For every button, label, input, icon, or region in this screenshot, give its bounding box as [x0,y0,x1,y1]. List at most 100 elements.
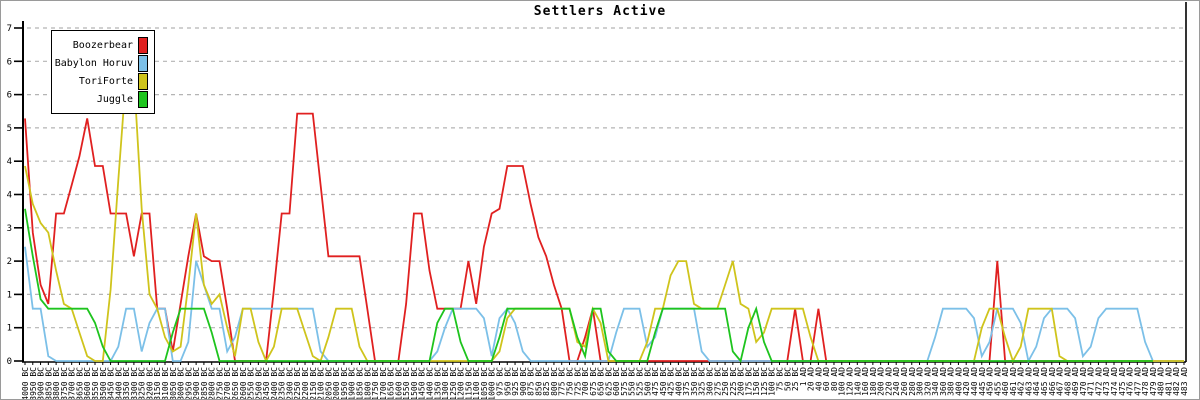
x-axis-label: 3500 BC [99,367,108,399]
x-axis-label: 2700 BC [223,367,232,399]
x-axis-label: 3850 BC [44,367,53,399]
x-axis-label: 480 AD [1157,367,1166,396]
y-axis-label: 7 [7,24,12,34]
y-axis-label: 1 [7,324,12,334]
x-axis-label: 2900 BC [192,367,201,399]
x-axis-label: 175 BC [744,367,753,396]
x-axis-label: 3300 BC [130,367,139,399]
x-axis-label: 825 BC [542,367,551,396]
x-axis-label: 80 AD [830,367,839,391]
x-axis-label: 450 AD [986,367,995,396]
legend-item: ToriForte [56,72,148,90]
x-axis-label: 775 BC [558,367,567,396]
x-axis-label: 4000 BC [21,367,30,399]
x-axis-label: 3200 BC [145,367,154,399]
legend-label: Juggle [96,93,133,105]
x-axis-label: 725 BC [573,367,582,396]
x-axis-label: 925 BC [511,367,520,396]
x-axis-label: 3700 BC [68,367,77,399]
x-axis-label: 475 AD [1118,367,1127,396]
x-axis-label: 225 BC [729,367,738,396]
x-axis-label: 375 BC [682,367,691,396]
x-axis-label: 140 AD [853,367,862,396]
x-axis-label: 100 BC [768,367,777,396]
x-axis-label: 2750 BC [215,367,224,399]
x-axis-label: 3350 BC [122,367,131,399]
x-axis-label: 3650 BC [75,367,84,399]
x-axis-label: 50 BC [783,367,792,391]
y-axis-label: 3 [7,224,12,234]
x-axis-label: 1600 BC [394,367,403,399]
y-axis-label: 4 [7,157,12,167]
x-axis-label: 380 AD [947,367,956,396]
x-axis-label: 900 BC [519,367,528,396]
legend-item: Juggle [56,90,148,108]
x-axis-label: 3950 BC [29,367,38,399]
x-axis-label: 3750 BC [60,367,69,399]
x-axis-label: 300 BC [706,367,715,396]
x-axis-label: 2650 BC [231,367,240,399]
y-axis-label: 6 [7,57,12,67]
x-axis-label: 3100 BC [161,367,170,399]
legend-item: Boozerbear [56,36,148,54]
x-axis-label: 1150 BC [464,367,473,399]
x-axis-label: 2300 BC [285,367,294,399]
x-axis-label: 2600 BC [239,367,248,399]
x-axis-label: 2200 BC [301,367,310,399]
series-line-babylon-horuv [24,246,1184,364]
x-axis-label: 477 AD [1133,367,1142,396]
legend-swatch [138,90,148,108]
x-axis-label: 2050 BC [324,367,333,399]
x-axis-label: 482 AD [1172,367,1181,396]
x-axis-label: 2100 BC [317,367,326,399]
y-axis-label: 1 [7,290,12,300]
x-axis-label: 463 AD [1024,367,1033,396]
x-axis-label: 3600 BC [83,367,92,399]
x-axis-label: 875 BC [527,367,536,396]
x-axis-label: 250 BC [721,367,730,396]
legend-swatch [138,54,148,72]
x-axis-label: 3400 BC [114,367,123,399]
x-axis-label: 3250 BC [138,367,147,399]
x-axis-label: 2450 BC [262,367,271,399]
x-axis-label: 340 AD [931,367,940,396]
x-axis-label: 479 AD [1149,367,1158,396]
x-axis-label: 150 BC [752,367,761,396]
legend-label: Babylon Horuv [54,57,133,69]
x-axis-label: 1 AD [799,367,808,386]
x-axis-label: 1450 BC [418,367,427,399]
x-axis-label: 3000 BC [177,367,186,399]
x-axis-label: 3900 BC [37,367,46,399]
x-axis-label: 575 BC [620,367,629,396]
x-axis-label: 125 BC [760,367,769,396]
x-axis-label: 2150 BC [309,367,318,399]
x-axis-label: 478 AD [1141,367,1150,396]
x-axis-label: 650 BC [597,367,606,396]
x-axis-label: 462 AD [1017,367,1026,396]
x-axis-label: 2400 BC [270,367,279,399]
x-axis-label: 1400 BC [425,367,434,399]
x-axis-label: 1200 BC [457,367,466,399]
x-axis-label: 3800 BC [52,367,61,399]
legend: Boozerbear Babylon Horuv ToriForte Juggle [51,30,155,114]
x-axis-label: 550 BC [628,367,637,396]
x-axis-label: 1300 BC [441,367,450,399]
x-axis-label: 1100 BC [472,367,481,399]
x-axis-label: 400 BC [674,367,683,396]
x-axis-label: 120 AD [846,367,855,396]
x-axis-label: 470 AD [1079,367,1088,396]
x-axis-label: 420 AD [962,367,971,396]
y-axis-label: 6 [7,91,12,101]
x-axis-label: 467 AD [1056,367,1065,396]
y-axis-label: 5 [7,124,12,134]
x-axis-label: 200 BC [737,367,746,396]
x-axis-label: 675 BC [589,367,598,396]
x-axis-label: 2800 BC [208,367,217,399]
x-axis-label: 200 AD [877,367,886,396]
x-axis-label: 466 AD [1048,367,1057,396]
x-axis-label: 481 AD [1164,367,1173,396]
x-axis-label: 475 BC [651,367,660,396]
x-axis-label: 425 BC [667,367,676,396]
x-axis-label: 360 AD [939,367,948,396]
